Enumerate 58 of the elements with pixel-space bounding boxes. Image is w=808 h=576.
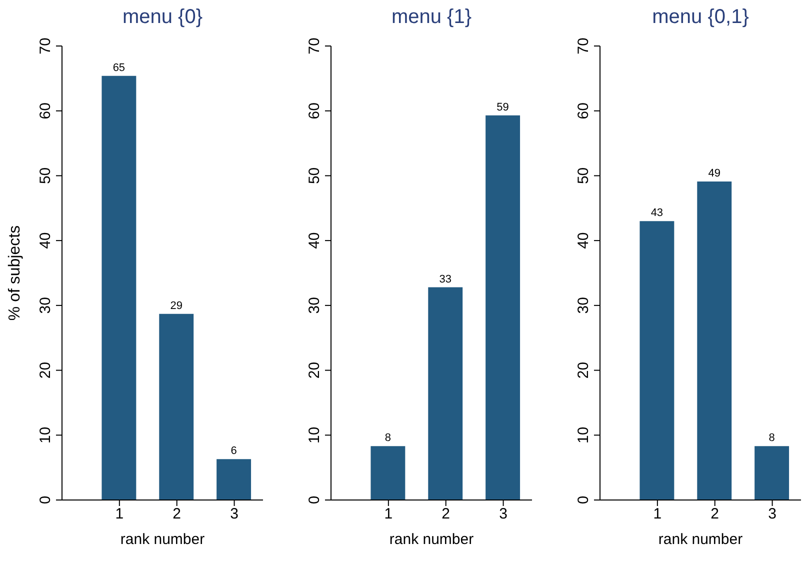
chart-title: menu {0,1}	[651, 6, 750, 29]
bar	[216, 459, 252, 500]
y-tick-label: 0	[575, 496, 592, 504]
y-tick-label: 20	[306, 362, 323, 379]
x-tick-label: 1	[115, 506, 124, 523]
y-tick-label: 60	[575, 102, 592, 120]
y-tick-label: 50	[37, 167, 54, 184]
data-label: 43	[650, 207, 664, 220]
y-tick-label: 50	[575, 167, 592, 184]
y-tick-label: 30	[37, 297, 54, 314]
x-tick-label: 2	[172, 506, 182, 523]
y-tick-label: 60	[37, 102, 54, 120]
y-tick-label: 70	[575, 38, 592, 54]
y-tick-label: 10	[306, 426, 323, 444]
data-label: 65	[112, 62, 126, 74]
x-axis-title: rank number	[389, 531, 474, 548]
data-label: 33	[439, 273, 452, 286]
x-axis-title: rank number	[658, 531, 743, 548]
y-tick-label: 0	[306, 496, 323, 504]
x-tick-label: 1	[653, 506, 662, 523]
y-tick-label: 40	[575, 232, 592, 249]
bar	[640, 221, 674, 500]
bar	[428, 287, 463, 500]
y-tick-label: 30	[306, 297, 323, 314]
y-tick-label: 10	[37, 426, 54, 444]
bar	[370, 446, 406, 500]
y-tick-label: 10	[575, 426, 592, 444]
y-tick-label: 50	[306, 167, 323, 184]
y-tick-label: 60	[306, 102, 323, 120]
data-label: 49	[708, 168, 720, 180]
bar	[697, 182, 732, 500]
x-tick-label: 2	[442, 506, 450, 523]
data-label: 8	[768, 432, 775, 444]
y-tick-label: 70	[306, 38, 323, 54]
y-tick-label: 20	[575, 362, 592, 379]
chart-title: menu {1}	[390, 6, 473, 29]
bar	[486, 115, 520, 500]
bar	[754, 446, 790, 500]
y-tick-label: 40	[37, 232, 54, 249]
x-tick-label: 3	[499, 506, 508, 523]
y-tick-label: 40	[306, 232, 323, 249]
x-tick-label: 2	[710, 506, 720, 523]
x-tick-label: 3	[768, 506, 776, 523]
x-axis-title: rank number	[120, 531, 205, 548]
y-tick-label: 20	[37, 362, 54, 379]
data-label: 6	[230, 445, 237, 458]
y-tick-label: 30	[575, 297, 592, 314]
chart-title: menu {0}	[121, 6, 204, 29]
x-tick-label: 1	[384, 506, 393, 523]
y-tick-label: 0	[37, 496, 54, 504]
bar	[102, 76, 136, 500]
y-tick-label: 70	[37, 38, 54, 54]
x-tick-label: 3	[230, 506, 238, 523]
data-label: 8	[384, 432, 392, 444]
bar	[159, 314, 194, 500]
data-label: 29	[170, 300, 182, 312]
data-label: 59	[496, 101, 509, 114]
y-axis-title: % of subjects	[6, 225, 24, 321]
